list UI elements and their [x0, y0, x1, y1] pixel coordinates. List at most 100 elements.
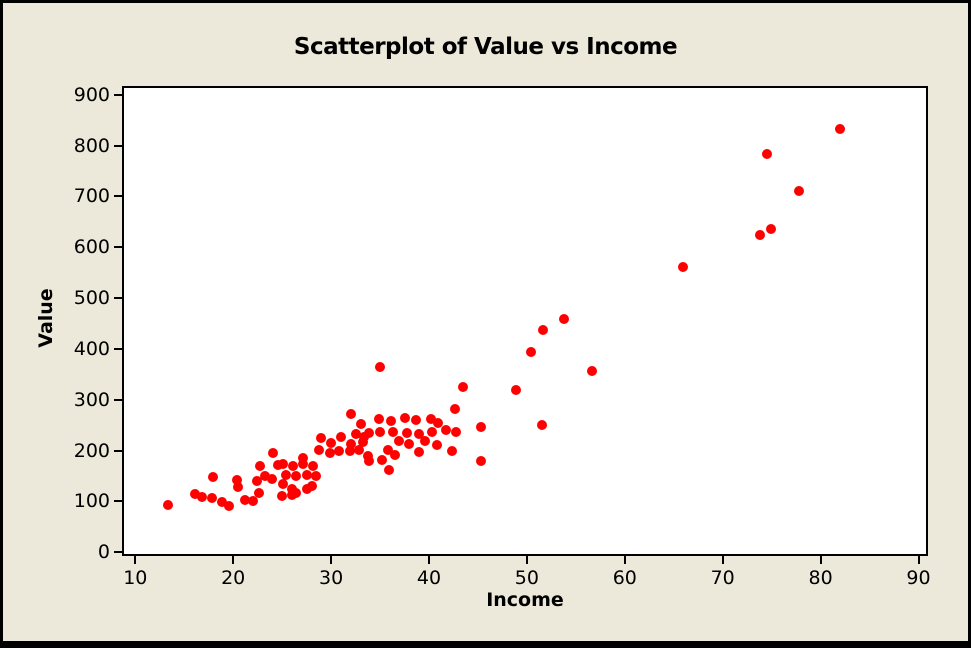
x-tick-mark [525, 556, 528, 564]
data-point [345, 409, 356, 419]
x-tick-label: 40 [416, 567, 442, 589]
data-point [383, 464, 394, 475]
data-point [162, 499, 173, 510]
x-tick-label: 50 [514, 567, 539, 589]
data-point [587, 366, 598, 377]
data-point [754, 229, 765, 240]
data-point [375, 362, 386, 373]
y-tick-mark [114, 297, 122, 300]
x-tick-mark [819, 556, 822, 564]
data-point [278, 479, 289, 490]
y-tick-label: 400 [73, 337, 110, 360]
data-point [344, 446, 355, 457]
data-point [308, 460, 319, 471]
y-tick-mark [114, 398, 122, 401]
data-point [297, 459, 308, 470]
y-tick-label: 300 [73, 388, 110, 411]
data-point [290, 471, 301, 482]
data-point [382, 444, 393, 455]
data-point [374, 414, 385, 425]
data-point [268, 448, 279, 459]
data-point [399, 412, 410, 423]
data-point [451, 427, 462, 438]
data-point [411, 415, 422, 426]
y-tick-mark [114, 449, 122, 452]
data-point [251, 476, 262, 487]
data-point [387, 427, 398, 438]
y-tick-mark [114, 246, 122, 249]
x-tick-mark [330, 556, 333, 564]
data-point [247, 496, 258, 507]
data-point [426, 427, 437, 438]
y-tick-mark [114, 500, 122, 503]
data-point [677, 261, 688, 272]
data-point [301, 484, 312, 495]
x-tick-label: 20 [221, 567, 246, 589]
data-point [277, 491, 288, 502]
data-point [364, 428, 375, 439]
data-point [431, 439, 442, 450]
chart-title: Scatterplot of Value vs Income [293, 34, 678, 60]
data-point [475, 456, 486, 467]
x-tick-label: 10 [123, 567, 148, 589]
data-point [316, 433, 327, 444]
data-point [232, 475, 243, 486]
data-point [363, 451, 374, 462]
data-point [359, 431, 370, 442]
x-tick-mark [428, 556, 430, 564]
data-point [559, 313, 570, 324]
data-point [425, 414, 436, 425]
y-tick-label: 0 [97, 541, 110, 564]
data-point [311, 471, 322, 482]
data-point [326, 437, 337, 448]
x-tick-label: 80 [808, 567, 833, 589]
data-point [281, 469, 292, 480]
y-tick-label: 700 [73, 185, 110, 208]
data-point [301, 469, 312, 480]
data-point [536, 419, 547, 430]
data-point [420, 436, 431, 447]
data-point [375, 426, 386, 437]
y-tick-label: 200 [73, 439, 110, 462]
data-point [835, 123, 846, 134]
data-point [354, 445, 365, 456]
data-point [267, 474, 278, 485]
data-point [385, 416, 396, 427]
data-point [278, 459, 289, 470]
data-point [537, 324, 548, 335]
data-point [447, 446, 458, 457]
data-point [414, 429, 425, 440]
x-tick-label: 60 [612, 567, 637, 589]
x-tick-mark [721, 556, 724, 564]
data-point [432, 418, 443, 429]
data-point [206, 493, 217, 504]
data-point [356, 419, 367, 430]
data-point [475, 421, 486, 432]
data-point [393, 435, 404, 446]
data-point [233, 482, 244, 493]
data-point [190, 488, 201, 499]
data-point [290, 487, 301, 498]
data-point [306, 481, 317, 492]
y-axis-label: Value [35, 288, 57, 348]
data-point [389, 449, 400, 460]
x-axis-label: Income [486, 589, 564, 611]
data-point [414, 446, 425, 457]
y-tick-mark [114, 551, 122, 554]
y-tick-mark [114, 93, 122, 96]
y-tick-mark [114, 347, 122, 350]
data-point [402, 428, 413, 439]
data-point [254, 460, 265, 471]
x-tick-mark [917, 556, 920, 564]
data-point [358, 437, 369, 448]
data-point [345, 438, 356, 449]
data-point [525, 347, 536, 358]
x-tick-label: 90 [906, 567, 931, 589]
x-tick-mark [623, 556, 626, 564]
y-tick-label: 100 [73, 490, 110, 513]
data-point [314, 445, 325, 456]
data-point [458, 382, 469, 393]
data-point [404, 438, 415, 449]
data-point [207, 472, 218, 483]
